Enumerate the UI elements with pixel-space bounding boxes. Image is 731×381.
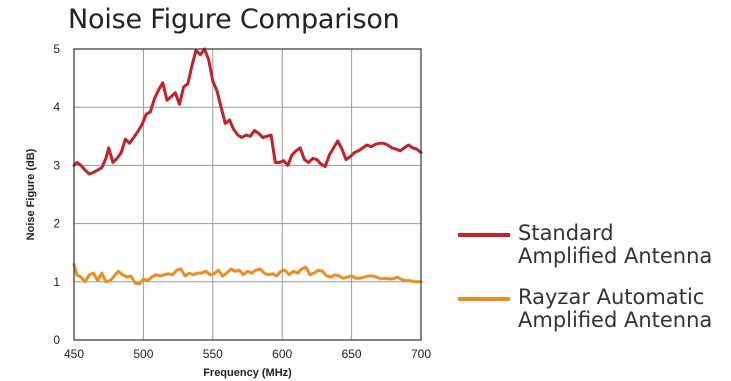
series-layer xyxy=(72,47,423,286)
y-axis-label: Noise Figure (dB) xyxy=(25,148,37,240)
legend-swatch-rayzar xyxy=(458,297,510,301)
x-tick-label: 450 xyxy=(64,347,84,361)
chart-title: Noise Figure Comparison xyxy=(68,4,400,35)
x-axis-label: Frequency (MHz) xyxy=(203,367,292,379)
plot-frame xyxy=(73,48,422,341)
grid-lines xyxy=(73,48,422,341)
y-tick-label: 4 xyxy=(53,100,60,114)
y-tick-labels: 0 1 2 3 4 5 xyxy=(53,42,60,347)
series-line-standard xyxy=(72,47,423,176)
y-tick-label: 3 xyxy=(53,158,60,172)
legend-label-rayzar: Rayzar Automatic Amplified Antenna xyxy=(518,285,713,332)
x-tick-labels: 450 500 550 600 650 700 xyxy=(64,347,431,361)
x-tick-label: 500 xyxy=(133,347,153,361)
x-tick-label: 650 xyxy=(342,347,362,361)
series-line-rayzar xyxy=(72,262,423,286)
x-tick-label: 700 xyxy=(411,347,431,361)
legend-swatch-standard xyxy=(458,233,510,237)
legend-label-standard: Standard Amplified Antenna xyxy=(518,221,713,268)
y-tick-label: 0 xyxy=(53,333,60,347)
y-tick-label: 1 xyxy=(53,275,60,289)
x-tick-label: 600 xyxy=(272,347,292,361)
y-tick-label: 2 xyxy=(53,217,60,231)
y-tick-label: 5 xyxy=(53,42,60,56)
x-tick-label: 550 xyxy=(203,347,223,361)
